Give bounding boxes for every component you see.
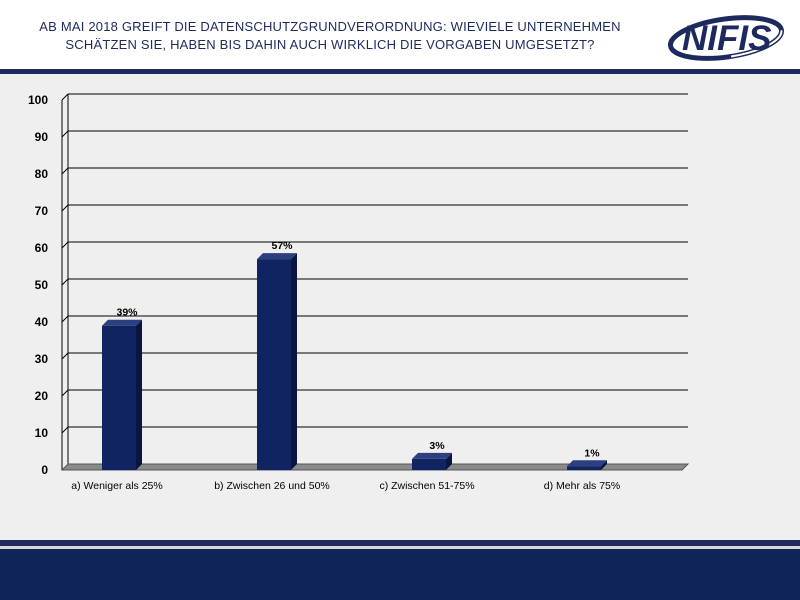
chart-floor bbox=[60, 463, 690, 471]
y-tick-label: 100 bbox=[28, 93, 48, 107]
gridline-depth bbox=[61, 352, 69, 360]
data-label: 39% bbox=[116, 307, 138, 319]
gridline-depth bbox=[61, 130, 69, 138]
gridline-depth bbox=[61, 426, 69, 434]
gridline-depth bbox=[61, 167, 69, 175]
bar-side bbox=[601, 460, 607, 470]
y-tick-label: 70 bbox=[35, 204, 49, 218]
bar bbox=[102, 325, 136, 470]
bar-top bbox=[412, 452, 452, 459]
data-label: 57% bbox=[271, 240, 293, 252]
bar-side bbox=[136, 319, 142, 470]
y-tick-label: 30 bbox=[35, 352, 49, 366]
y-tick-label: 90 bbox=[35, 130, 49, 144]
bar-top bbox=[102, 319, 142, 326]
y-tick-label: 50 bbox=[35, 278, 49, 292]
bar bbox=[567, 466, 601, 470]
header bbox=[0, 0, 800, 70]
footer-rule bbox=[0, 540, 800, 546]
category-label: a) Weniger als 25% bbox=[71, 480, 162, 492]
gridline-depth bbox=[61, 93, 69, 101]
bar-side bbox=[446, 452, 452, 470]
gridline-depth bbox=[61, 204, 69, 212]
bar-top bbox=[567, 460, 607, 467]
gridline-depth bbox=[61, 389, 69, 397]
gridline-depth bbox=[61, 241, 69, 249]
y-tick-label: 20 bbox=[35, 389, 49, 403]
data-label: 3% bbox=[429, 440, 445, 452]
y-tick-label: 40 bbox=[35, 315, 49, 329]
data-label: 1% bbox=[584, 447, 600, 459]
y-tick-label: 10 bbox=[35, 426, 49, 440]
footer-divider bbox=[0, 546, 800, 549]
gridline-depth bbox=[61, 278, 69, 286]
title-line-1: AB MAI 2018 GREIFT DIE DATENSCHUTZGRUNDV… bbox=[39, 19, 621, 34]
y-tick-label: 80 bbox=[35, 167, 49, 181]
y-tick-label: 60 bbox=[35, 241, 49, 255]
gridline-depth bbox=[61, 315, 69, 323]
category-label: b) Zwischen 26 und 50% bbox=[214, 480, 330, 492]
nifis-logo: NIFIS bbox=[667, 15, 785, 61]
bar-chart: 0 10 20 30 40 50 60 70 80 90 100 39% a) Weniger als … bbox=[28, 93, 690, 492]
logo-text: NIFIS bbox=[682, 19, 771, 58]
bar bbox=[412, 458, 446, 470]
y-tick-label: 0 bbox=[41, 463, 48, 477]
bar bbox=[257, 259, 291, 470]
bar-side bbox=[291, 253, 297, 470]
title-line-2: SCHÄTZEN SIE, HABEN BIS DAHIN AUCH WIRKL… bbox=[65, 37, 595, 52]
category-label: d) Mehr als 75% bbox=[544, 480, 620, 492]
footer-band bbox=[0, 549, 800, 600]
category-label: c) Zwischen 51-75% bbox=[379, 480, 474, 492]
bar-top bbox=[257, 253, 297, 260]
chart-title: AB MAI 2018 GREIFT DIE DATENSCHUTZGRUNDV… bbox=[10, 18, 650, 54]
header-rule bbox=[0, 69, 800, 74]
